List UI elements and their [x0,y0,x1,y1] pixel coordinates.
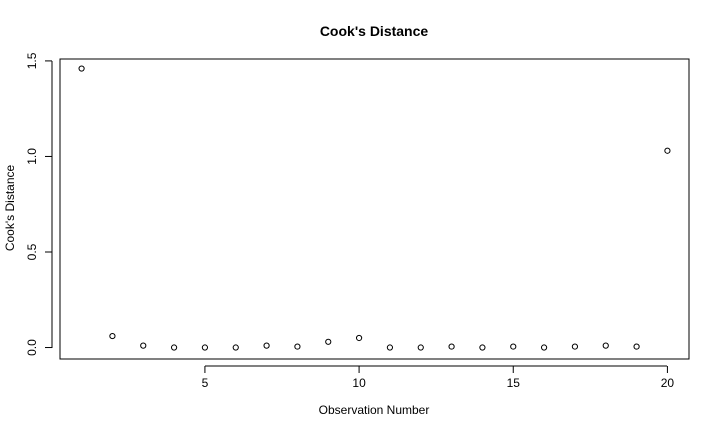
data-point-16 [540,344,548,351]
data-point-14 [479,344,486,351]
y-axis-label: Cook's Distance [3,165,17,252]
x-tick-label: 15 [507,376,521,390]
data-point-3 [140,342,147,349]
x-tick-label: 10 [352,376,366,390]
scatter-points [78,65,671,351]
data-point-6 [232,344,239,351]
x-axis-label: Observation Number [319,403,430,417]
chart-title: Cook's Distance [320,23,429,39]
y-tick-label: 1.0 [25,148,39,165]
data-point-7 [263,342,270,349]
data-point-11 [386,344,394,351]
data-point-15 [510,343,517,350]
data-point-10 [355,334,363,342]
y-tick-label: 1.5 [25,52,39,69]
y-tick-label: 0.5 [25,243,39,260]
data-point-17 [571,343,579,350]
data-point-5 [201,344,209,351]
data-point-19 [633,343,640,350]
data-point-9 [325,338,332,345]
data-point-12 [417,344,424,351]
x-tick-label: 20 [661,376,675,390]
data-point-2 [109,332,116,340]
data-point-18 [602,342,609,349]
plot-frame [59,58,690,360]
y-tick-label: 0.0 [25,339,39,356]
data-point-13 [448,343,455,350]
x-tick-label: 5 [202,376,209,390]
data-point-20 [664,147,671,154]
y-axis: 0.0 0.5 1.0 1.5 [25,52,53,356]
data-point-1 [78,65,85,72]
data-point-8 [294,343,301,350]
x-axis: 5 10 15 20 [202,365,675,390]
data-point-4 [170,344,178,351]
